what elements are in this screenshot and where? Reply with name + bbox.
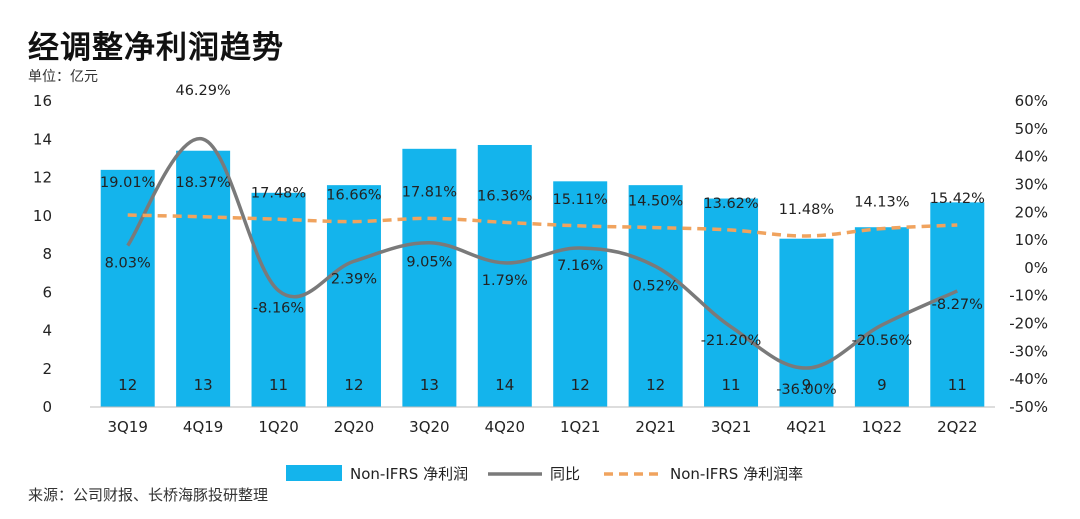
margin-label: 18.37% — [175, 175, 230, 191]
x-tick-1Q21: 1Q21 — [560, 418, 600, 436]
yoy-label: 9.05% — [406, 255, 452, 271]
x-tick-2Q20: 2Q20 — [334, 418, 374, 436]
x-tick-3Q20: 3Q20 — [409, 418, 449, 436]
bar-2Q21 — [628, 185, 683, 407]
bar-value-label: 13 — [194, 376, 213, 394]
yoy-label: -20.56% — [852, 333, 913, 349]
margin-label: 15.11% — [553, 192, 608, 208]
yoy-label: 8.03% — [105, 256, 151, 272]
bar-value-label: 12 — [646, 376, 665, 394]
margin-label: 17.48% — [251, 185, 306, 201]
x-tick-3Q19: 3Q19 — [107, 418, 147, 436]
bar-value-label: 11 — [721, 376, 740, 394]
left-axis-tick: 4 — [42, 322, 52, 340]
yoy-label: -8.16% — [253, 301, 304, 317]
legend-label-margin: Non-IFRS 净利润率 — [670, 465, 803, 483]
right-axis-tick: 10% — [1015, 231, 1048, 249]
x-tick-4Q20: 4Q20 — [485, 418, 525, 436]
margin-label: 13.62% — [703, 196, 758, 212]
bar-value-label: 13 — [420, 376, 439, 394]
right-axis-tick: -10% — [1009, 287, 1048, 305]
bar-3Q21 — [704, 198, 759, 407]
left-axis-tick: 0 — [42, 398, 52, 416]
right-axis-tick: -40% — [1009, 370, 1048, 388]
bar-value-label: 14 — [495, 376, 514, 394]
x-tick-4Q19: 4Q19 — [183, 418, 223, 436]
margin-label: 14.50% — [628, 194, 683, 210]
margin-label: 14.13% — [854, 195, 909, 211]
bar-value-label: 9 — [802, 376, 812, 394]
x-tick-1Q20: 1Q20 — [258, 418, 298, 436]
right-axis-tick: -50% — [1009, 398, 1048, 416]
yoy-label: 0.52% — [633, 278, 679, 294]
margin-label: 16.66% — [326, 188, 381, 204]
yoy-label: 1.79% — [482, 273, 528, 289]
source-note: 来源：公司财报、长桥海豚投研整理 — [28, 486, 269, 504]
bar-value-label: 12 — [118, 376, 137, 394]
bar-1Q21 — [553, 181, 608, 407]
legend-label-yoy: 同比 — [550, 465, 580, 483]
bar-value-label: 11 — [269, 376, 288, 394]
right-axis-tick: -20% — [1009, 315, 1048, 333]
right-axis-tick: 0% — [1024, 259, 1048, 277]
legend-swatch-bar — [286, 465, 342, 481]
bar-value-label: 12 — [344, 376, 363, 394]
left-axis-tick: 8 — [42, 245, 52, 263]
bar-value-label: 12 — [571, 376, 590, 394]
bar-2Q22 — [930, 202, 985, 407]
x-tick-2Q22: 2Q22 — [937, 418, 977, 436]
left-axis-tick: 14 — [33, 130, 52, 148]
margin-label: 15.42% — [930, 191, 985, 207]
bar-2Q20 — [326, 185, 381, 407]
margin-label: 19.01% — [100, 175, 155, 191]
bar-4Q19 — [176, 150, 231, 407]
right-axis-tick: 20% — [1015, 203, 1048, 221]
yoy-label: 2.39% — [331, 271, 377, 287]
left-axis-tick: 2 — [42, 360, 52, 378]
x-tick-4Q21: 4Q21 — [786, 418, 826, 436]
yoy-label: -36.00% — [776, 382, 837, 398]
yoy-label: -21.20% — [701, 333, 762, 349]
margin-label: 16.36% — [477, 188, 532, 204]
margin-label: 17.81% — [402, 184, 457, 200]
yoy-label: 7.16% — [557, 258, 603, 274]
x-tick-3Q21: 3Q21 — [711, 418, 751, 436]
right-axis-tick: 40% — [1015, 148, 1048, 166]
yoy-label: -8.27% — [932, 297, 983, 313]
bar-1Q20 — [251, 192, 306, 407]
yoy-label: 46.29% — [175, 83, 230, 99]
margin-label: 11.48% — [779, 202, 834, 218]
bar-4Q20 — [477, 144, 532, 408]
x-tick-2Q21: 2Q21 — [635, 418, 675, 436]
left-axis-tick: 16 — [33, 92, 52, 110]
right-axis-tick: 50% — [1015, 120, 1048, 138]
right-axis-tick: 60% — [1015, 92, 1048, 110]
yoy-line — [126, 137, 959, 370]
chart-title: 经调整净利润趋势 — [28, 30, 284, 66]
bar-3Q20 — [402, 148, 457, 407]
legend-label-bar: Non-IFRS 净利润 — [350, 465, 468, 483]
bar-value-label: 11 — [948, 376, 967, 394]
x-tick-1Q22: 1Q22 — [862, 418, 902, 436]
bar-4Q21 — [779, 238, 834, 407]
left-axis-tick: 6 — [42, 283, 52, 301]
bar-value-label: 9 — [877, 376, 887, 394]
right-axis-tick: -30% — [1009, 342, 1048, 360]
unit-label: 单位：亿元 — [28, 69, 98, 85]
left-axis-tick: 12 — [33, 169, 52, 187]
left-axis-tick: 10 — [33, 207, 52, 225]
margin-line — [127, 213, 958, 238]
right-axis-tick: 30% — [1015, 175, 1048, 193]
